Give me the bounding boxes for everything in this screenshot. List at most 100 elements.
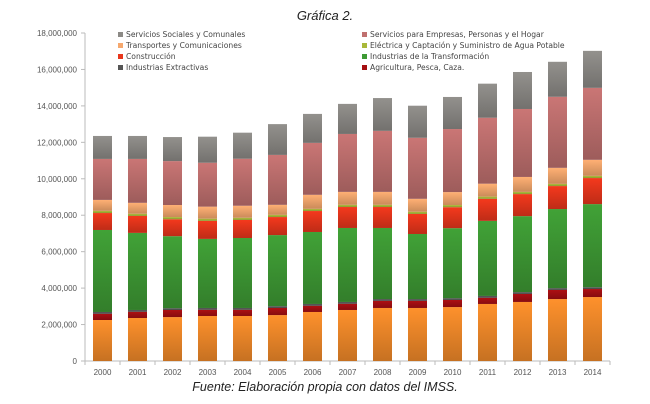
bar-segment <box>268 124 287 155</box>
legend-swatch <box>118 32 123 37</box>
bar-segment <box>233 315 252 361</box>
legend-label: Servicios para Empresas, Personas y el H… <box>370 30 545 39</box>
bar-segment <box>408 213 427 234</box>
bar-stack-2002 <box>163 137 182 361</box>
legend-item: Servicios para Empresas, Personas y el H… <box>362 30 545 39</box>
bar-segment <box>443 307 462 361</box>
x-tick-label: 2006 <box>304 368 322 377</box>
y-tick-label: 4,000,000 <box>41 284 77 293</box>
bar-segment <box>513 191 532 195</box>
x-tick-label: 2014 <box>584 368 602 377</box>
bar-segment <box>163 236 182 309</box>
bar-segment <box>583 175 602 179</box>
bar-segment <box>128 158 147 203</box>
bar-segment <box>478 303 497 361</box>
legend-label: Construcción <box>126 52 176 61</box>
x-tick-label: 2009 <box>409 368 427 377</box>
bar-segment <box>548 288 567 290</box>
x-tick-label: 2004 <box>234 368 252 377</box>
legend-label: Servicios Sociales y Comunales <box>126 30 245 39</box>
bar-segment <box>338 103 357 134</box>
bar-segment <box>303 211 322 232</box>
bar-segment <box>338 301 357 304</box>
bar-segment <box>268 217 287 236</box>
bar-stack-2011 <box>478 83 497 361</box>
bar-segment <box>408 300 427 308</box>
bar-segment <box>478 83 497 118</box>
bar-segment <box>233 205 252 218</box>
bar-segment <box>443 207 462 229</box>
legend-item: Industrias Extractivas <box>118 63 208 72</box>
bar-segment <box>198 315 217 361</box>
bar-stack-2006 <box>303 113 322 361</box>
bar-stack-2004 <box>233 132 252 361</box>
bar-segment <box>548 186 567 210</box>
legend-swatch <box>118 43 123 48</box>
bar-segment <box>548 209 567 289</box>
bar-stack-2000 <box>93 135 112 361</box>
legend-swatch <box>118 54 123 59</box>
bar-segment <box>583 289 602 298</box>
bar-segment <box>373 191 392 205</box>
bar-segment <box>268 315 287 361</box>
bar-segment <box>198 206 217 219</box>
bar-segment <box>478 295 497 298</box>
x-tick-label: 2013 <box>549 368 567 377</box>
bar-segment <box>303 311 322 361</box>
bar-segment <box>443 228 462 299</box>
bar-segment <box>233 158 252 206</box>
bar-segment <box>268 235 287 307</box>
bar-segment <box>198 220 217 239</box>
bar-segment <box>548 167 567 184</box>
bar-segment <box>513 292 532 294</box>
bar-segment <box>408 233 427 300</box>
x-tick-label: 2000 <box>94 368 112 377</box>
legend-label: Industrias de la Transformación <box>370 52 489 61</box>
x-tick-label: 2003 <box>199 368 217 377</box>
bar-segment <box>408 105 427 138</box>
bar-segment <box>303 194 322 209</box>
bar-segment <box>548 299 567 361</box>
bar-segment <box>583 87 602 160</box>
y-tick-label: 6,000,000 <box>41 248 77 257</box>
bar-segment <box>478 297 497 304</box>
bar-segment <box>408 299 427 301</box>
bar-segment <box>93 158 112 200</box>
bar-stack-2007 <box>338 103 357 361</box>
y-tick-label: 18,000,000 <box>37 29 78 38</box>
bar-segment <box>338 303 357 310</box>
bar-segment <box>338 191 357 205</box>
bar-segment <box>163 137 182 162</box>
bar-segment <box>338 204 357 208</box>
legend-item: Industrias de la Transformación <box>362 52 489 61</box>
bar-segment <box>513 216 532 293</box>
bar-stack-2013 <box>548 61 567 361</box>
bar-segment <box>233 238 252 308</box>
y-tick-label: 14,000,000 <box>37 102 78 111</box>
bar-segment <box>268 307 287 316</box>
bars-group <box>93 50 602 361</box>
bar-segment <box>338 133 357 192</box>
bar-segment <box>583 50 602 88</box>
bar-segment <box>233 309 252 316</box>
bar-segment <box>128 202 147 214</box>
bar-segment <box>443 96 462 130</box>
bar-segment <box>93 229 112 312</box>
bar-segment <box>198 309 217 316</box>
bar-stack-2009 <box>408 105 427 361</box>
bar-segment <box>163 308 182 310</box>
bar-segment <box>548 61 567 97</box>
bar-segment <box>338 207 357 228</box>
y-tick-label: 8,000,000 <box>41 211 77 220</box>
bar-segment <box>128 311 147 318</box>
legend-item: Agricultura, Pesca, Caza. <box>362 63 464 72</box>
bar-segment <box>373 130 392 192</box>
bar-segment <box>443 129 462 193</box>
bar-segment <box>163 161 182 206</box>
x-tick-label: 2001 <box>129 368 147 377</box>
bar-segment <box>443 205 462 208</box>
bar-segment <box>513 176 532 192</box>
bar-segment <box>233 217 252 220</box>
bar-segment <box>268 154 287 205</box>
bar-segment <box>583 159 602 176</box>
